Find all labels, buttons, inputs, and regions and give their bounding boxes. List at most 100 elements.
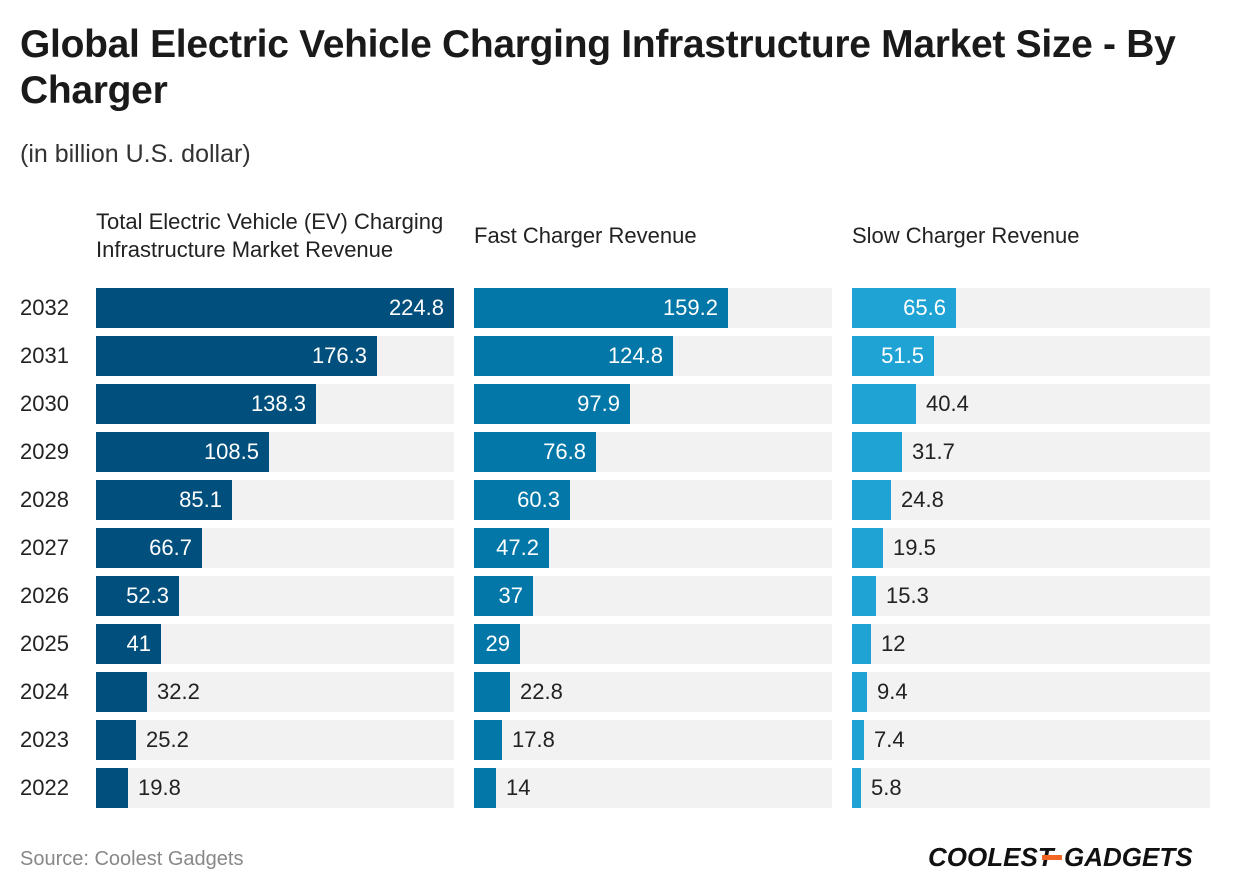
bar-value-label: 41	[126, 631, 151, 656]
bar	[852, 528, 883, 568]
bar-track: 52.3	[96, 576, 454, 616]
bar-track: 40.4	[852, 384, 1210, 424]
bar-value-label: 5.8	[871, 775, 902, 800]
bar	[96, 624, 161, 664]
bar	[96, 384, 316, 424]
bar	[852, 720, 864, 760]
bar-value-label: 19.8	[138, 775, 181, 800]
bar-value-label: 7.4	[874, 727, 905, 752]
bar-value-label: 65.6	[903, 295, 946, 320]
bar	[96, 672, 147, 712]
bar	[96, 288, 454, 328]
bar-value-label: 124.8	[607, 343, 663, 368]
bar	[474, 768, 496, 808]
series-header: Fast Charger Revenue	[474, 223, 697, 248]
bar-value-label: 108.5	[203, 439, 259, 464]
bar	[852, 288, 956, 328]
bar	[474, 288, 728, 328]
bar-track: 5.8	[852, 768, 1210, 808]
bar-track: 60.3	[474, 480, 832, 520]
bar-track: 51.5	[852, 336, 1210, 376]
bar-value-label: 138.3	[250, 391, 306, 416]
year-label: 2023	[20, 727, 69, 752]
year-label: 2030	[20, 391, 69, 416]
source-note: Source: Coolest Gadgets	[20, 848, 244, 870]
svg-text:GADGETS: GADGETS	[1064, 842, 1193, 872]
bar-value-label: 29	[485, 631, 510, 656]
bar	[852, 384, 916, 424]
bar-track: 176.3	[96, 336, 454, 376]
bar-track: 7.4	[852, 720, 1210, 760]
bar-value-label: 9.4	[877, 679, 908, 704]
bar-track: 65.6	[852, 288, 1210, 328]
bar-value-label: 24.8	[901, 487, 944, 512]
bar-track: 224.8	[96, 288, 454, 328]
bar-value-label: 76.8	[543, 439, 586, 464]
bar-value-label: 176.3	[311, 343, 367, 368]
bar-value-label: 97.9	[577, 391, 620, 416]
bar-value-label: 224.8	[388, 295, 444, 320]
chart-title: Global Electric Vehicle Charging Infrast…	[20, 23, 1176, 112]
bar-track: 97.9	[474, 384, 832, 424]
bar-track: 29	[474, 624, 832, 664]
bar	[474, 576, 533, 616]
bar-value-label: 25.2	[146, 727, 189, 752]
bar	[852, 624, 871, 664]
bar-track: 22.8	[474, 672, 832, 712]
chart-subtitle: (in billion U.S. dollar)	[20, 140, 251, 168]
bar-track: 32.2	[96, 672, 454, 712]
year-label: 2029	[20, 439, 69, 464]
bar-value-label: 47.2	[496, 535, 539, 560]
bar-value-label: 52.3	[126, 583, 169, 608]
logo-dash	[1042, 855, 1062, 860]
bar	[852, 576, 876, 616]
bar-track: 76.8	[474, 432, 832, 472]
year-label: 2026	[20, 583, 69, 608]
bar	[96, 720, 136, 760]
bar-value-label: 17.8	[512, 727, 555, 752]
bar	[474, 624, 520, 664]
bar-value-label: 15.3	[886, 583, 929, 608]
series-header: Total Electric Vehicle (EV) Charging Inf…	[96, 209, 444, 262]
bar	[96, 336, 377, 376]
bar	[852, 480, 891, 520]
bar	[852, 672, 867, 712]
bar-value-label: 85.1	[179, 487, 222, 512]
series-header: Slow Charger Revenue	[852, 223, 1080, 248]
year-label: 2025	[20, 631, 69, 656]
bar-value-label: 32.2	[157, 679, 200, 704]
bar-track: 14	[474, 768, 832, 808]
bar	[474, 528, 549, 568]
bar-value-label: 19.5	[893, 535, 936, 560]
bar	[96, 768, 128, 808]
bar	[474, 384, 630, 424]
bar	[474, 672, 510, 712]
bar-track: 37	[474, 576, 832, 616]
year-label: 2024	[20, 679, 69, 704]
bar-value-label: 60.3	[517, 487, 560, 512]
bar-track: 31.7	[852, 432, 1210, 472]
bar-track: 19.5	[852, 528, 1210, 568]
year-label: 2032	[20, 295, 69, 320]
bar	[96, 576, 179, 616]
bar	[96, 432, 269, 472]
bar	[96, 480, 232, 520]
bar-track: 47.2	[474, 528, 832, 568]
bar-track: 108.5	[96, 432, 454, 472]
year-label: 2031	[20, 343, 69, 368]
bar-track: 24.8	[852, 480, 1210, 520]
bar-value-label: 12	[881, 631, 906, 656]
bar-value-label: 14	[506, 775, 531, 800]
bar-track: 85.1	[96, 480, 454, 520]
svg-text:COOLEST: COOLEST	[928, 842, 1056, 872]
bar	[96, 528, 202, 568]
bar	[474, 336, 673, 376]
bar-value-label: 37	[498, 583, 523, 608]
bar-track: 19.8	[96, 768, 454, 808]
bar-value-label: 22.8	[520, 679, 563, 704]
bar-value-label: 66.7	[149, 535, 192, 560]
year-label: 2028	[20, 487, 69, 512]
bar-value-label: 159.2	[662, 295, 718, 320]
bar-track: 17.8	[474, 720, 832, 760]
bar	[474, 720, 502, 760]
